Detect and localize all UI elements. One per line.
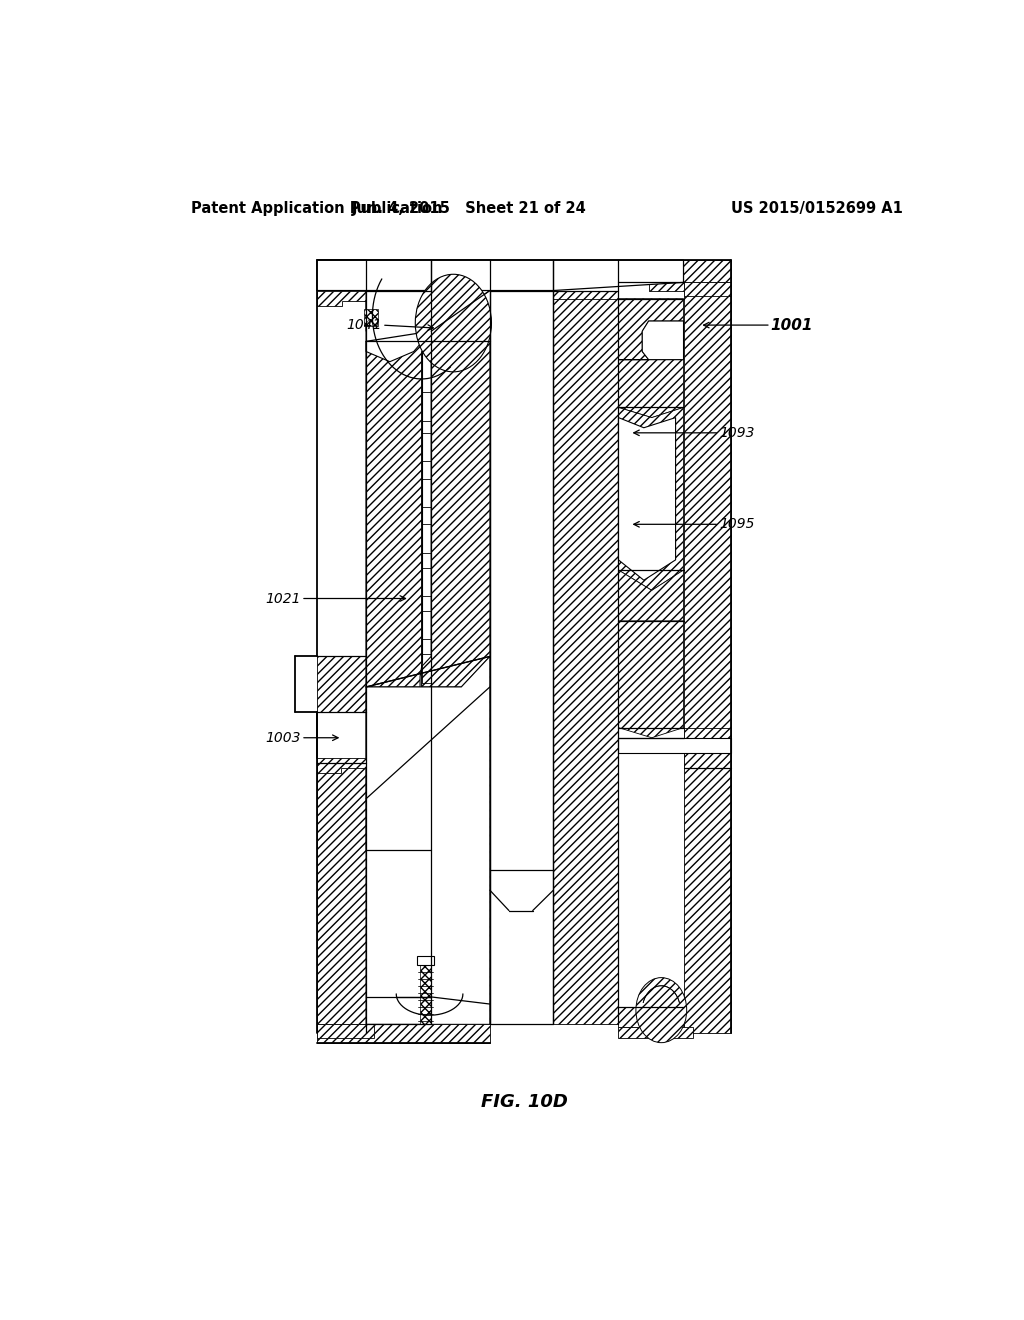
Text: 1093: 1093 [719,426,755,440]
Text: 1021: 1021 [265,591,301,606]
Polygon shape [618,1007,684,1027]
Polygon shape [316,260,367,1024]
Circle shape [416,275,492,372]
Text: 1041: 1041 [346,318,382,333]
Polygon shape [417,956,434,965]
Polygon shape [553,290,618,1024]
Polygon shape [316,260,489,331]
Text: 1003: 1003 [265,731,301,744]
Polygon shape [316,758,367,774]
Polygon shape [367,342,431,850]
Polygon shape [316,1024,374,1038]
Polygon shape [618,620,684,738]
Polygon shape [648,260,731,290]
Circle shape [636,978,687,1043]
Polygon shape [684,282,731,296]
Text: Jun. 4, 2015   Sheet 21 of 24: Jun. 4, 2015 Sheet 21 of 24 [352,201,587,216]
Polygon shape [684,260,731,1032]
Polygon shape [618,1027,693,1038]
Polygon shape [367,342,489,686]
Polygon shape [365,309,378,326]
Polygon shape [316,260,684,290]
Polygon shape [618,321,684,359]
Polygon shape [420,351,431,748]
Polygon shape [618,298,684,417]
Text: US 2015/0152699 A1: US 2015/0152699 A1 [731,201,903,216]
Polygon shape [367,290,431,362]
Polygon shape [618,738,731,752]
Text: FIG. 10D: FIG. 10D [481,1093,568,1110]
Polygon shape [316,1024,489,1043]
Polygon shape [367,656,489,1024]
Polygon shape [618,570,684,636]
Polygon shape [618,417,676,581]
Polygon shape [420,965,431,1024]
Text: Patent Application Publication: Patent Application Publication [191,201,443,216]
Polygon shape [431,331,489,1024]
Polygon shape [618,408,684,590]
Polygon shape [316,290,367,306]
Polygon shape [553,290,618,298]
Text: 1001: 1001 [771,318,813,333]
Text: 1095: 1095 [719,517,755,532]
Polygon shape [489,290,553,1024]
Polygon shape [684,727,731,768]
